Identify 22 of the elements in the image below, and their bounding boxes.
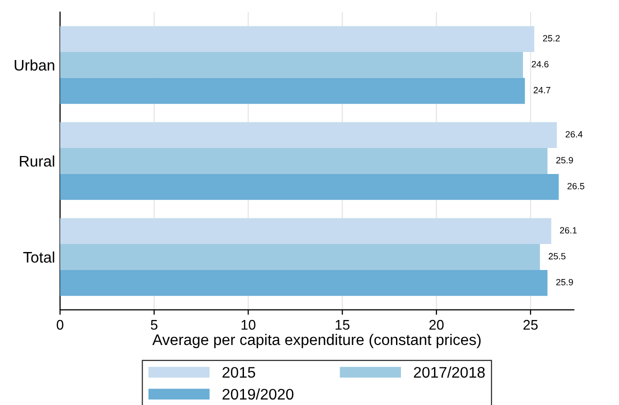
- legend-label: 2015: [222, 366, 256, 378]
- data-label: 25.2: [543, 35, 560, 42]
- data-label: 26.5: [568, 182, 584, 190]
- data-label: 24.7: [534, 86, 550, 94]
- x-tick-label: 20: [429, 320, 444, 330]
- legend-label: 2019/2020: [222, 388, 294, 400]
- y-tick-label: Urban: [14, 59, 54, 71]
- x-axis-title: Average per capita expenditure (constant prices): [152, 334, 481, 348]
- x-tick-label: 15: [336, 320, 350, 330]
- x-tick-label: 10: [242, 320, 256, 330]
- data-label: 26.1: [560, 227, 577, 234]
- data-label: 24.6: [532, 60, 549, 68]
- data-label: 25.5: [548, 253, 566, 260]
- data-label: 25.9: [556, 157, 573, 164]
- legend-label: 2017/2018: [414, 366, 485, 378]
- y-tick-label: Rural: [20, 155, 54, 167]
- x-tick-label: 5: [150, 320, 158, 330]
- x-tick-label: 0: [56, 320, 64, 330]
- y-tick-label: Total: [23, 251, 54, 263]
- data-label: 26.4: [566, 131, 583, 138]
- data-label: 25.9: [556, 278, 573, 286]
- x-tick-label: 25: [524, 320, 538, 330]
